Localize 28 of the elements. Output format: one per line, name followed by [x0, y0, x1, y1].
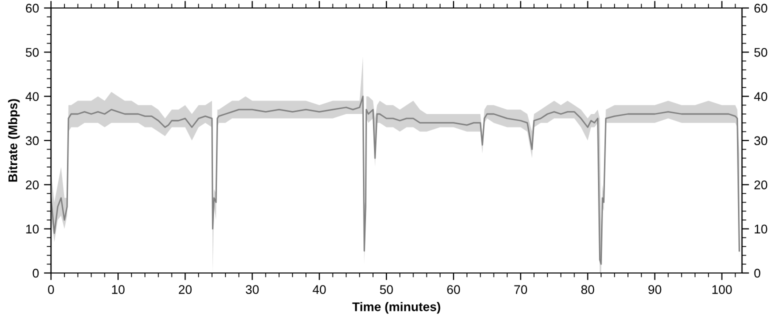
x-tick-label: 80 [581, 285, 594, 294]
x-axis-title: Time (minutes) [352, 302, 440, 314]
x-tick-label: 30 [246, 285, 259, 294]
y2-tick-label: 20 [754, 180, 768, 190]
x-tick-label: 40 [312, 285, 326, 294]
x-tick-label: 60 [447, 285, 460, 294]
line-series [51, 96, 740, 265]
x-tick-label: 10 [112, 285, 125, 294]
x-tick-label: 100 [712, 285, 732, 294]
y-tick-label: 10 [26, 224, 39, 234]
y2-tick-label: 50 [754, 48, 768, 57]
y-axis-title: Bitrate (Mbps) [8, 99, 20, 182]
y-tick-label: 30 [26, 136, 39, 146]
y-tick-label: 40 [26, 92, 39, 101]
y-tick-label: 60 [26, 4, 39, 13]
x-tick-label: 20 [178, 285, 192, 294]
y-tick-label: 20 [26, 180, 39, 190]
y2-tick-label: 40 [754, 92, 768, 101]
x-tick-label: 50 [380, 285, 393, 294]
y-tick-label: 50 [26, 48, 39, 57]
x-tick-label: 0 [48, 285, 54, 294]
y2-tick-label: 0 [754, 268, 760, 278]
x-tick-label: 70 [514, 285, 528, 294]
y2-tick-label: 10 [754, 224, 768, 234]
y2-tick-label: 30 [754, 136, 768, 146]
x-tick-label: 90 [648, 285, 662, 294]
y2-tick-label: 60 [754, 4, 768, 13]
y-tick-label: 0 [32, 268, 39, 278]
